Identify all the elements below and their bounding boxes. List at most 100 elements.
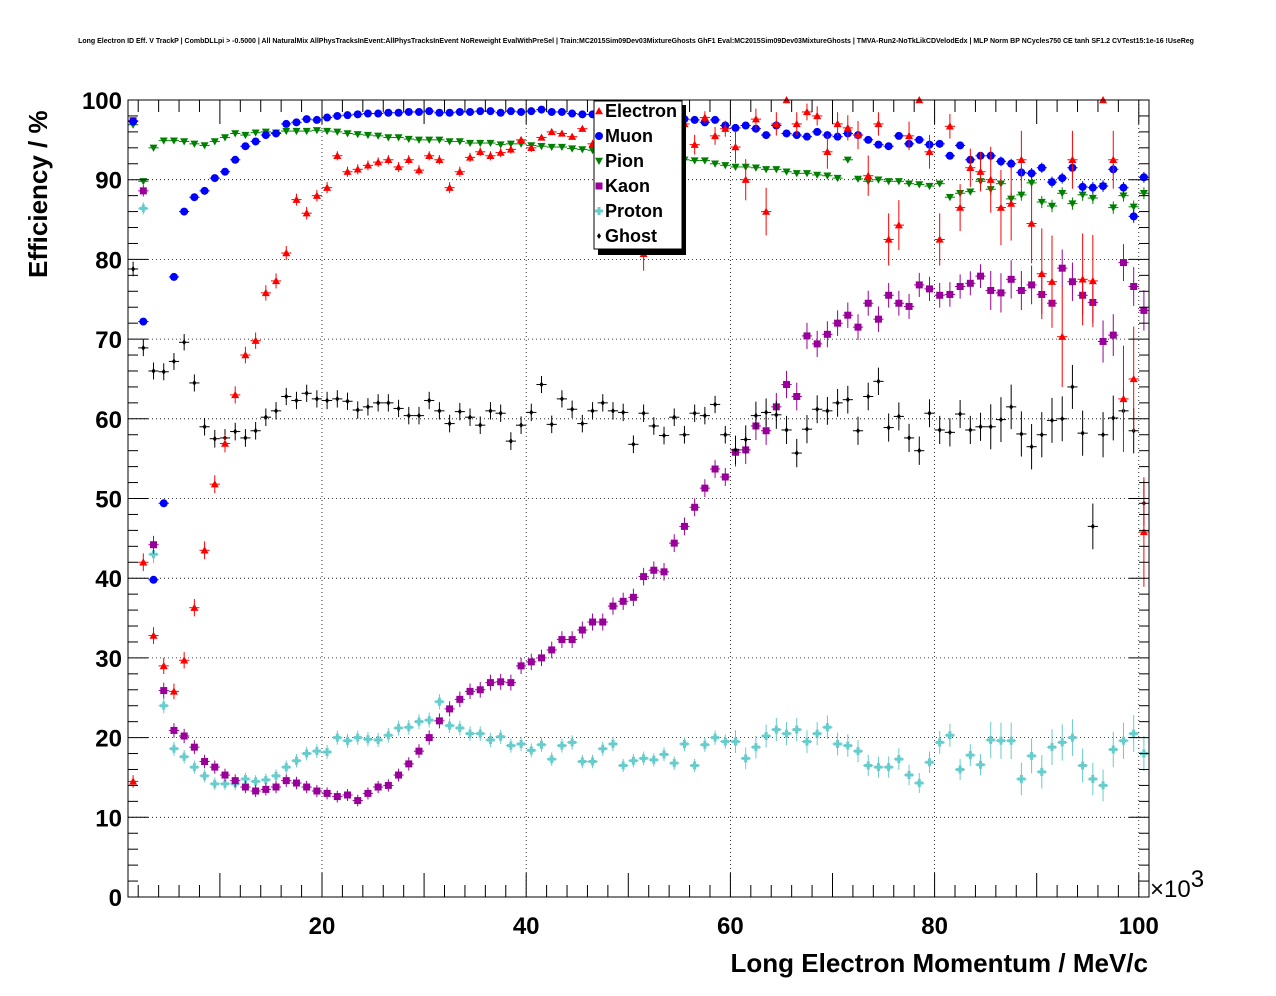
data-point-proton: [1099, 781, 1108, 790]
data-point-kaon: [599, 618, 607, 626]
data-point-ghost: [753, 412, 758, 419]
data-point-proton: [394, 724, 403, 733]
data-point-proton: [557, 741, 566, 750]
data-point-electron: [833, 119, 842, 128]
data-point-electron: [1068, 155, 1077, 163]
data-point-muon: [884, 142, 893, 151]
data-point-ghost: [161, 368, 166, 375]
data-point-pion: [231, 130, 240, 138]
data-point-kaon: [987, 286, 995, 294]
data-point-electron: [190, 603, 199, 611]
data-point-proton: [343, 736, 352, 745]
data-point-ghost: [804, 426, 809, 433]
y-tick-label: 60: [95, 407, 122, 434]
data-point-electron: [843, 123, 852, 132]
data-point-proton: [272, 771, 281, 780]
data-point-electron: [1037, 269, 1046, 277]
data-point-proton: [874, 763, 883, 772]
legend-label-pion: Pion: [605, 151, 644, 171]
data-point-muon: [455, 107, 464, 116]
data-point-kaon: [221, 771, 229, 779]
data-point-muon: [1119, 183, 1128, 192]
data-point-electron: [1109, 155, 1118, 163]
data-point-kaon: [486, 679, 494, 687]
data-point-electron: [486, 151, 495, 159]
data-point-pion: [823, 172, 832, 180]
data-point-pion: [945, 194, 954, 202]
data-point-muon: [1048, 178, 1057, 187]
data-point-kaon: [711, 465, 719, 473]
data-point-kaon: [701, 484, 709, 492]
data-point-proton: [823, 723, 832, 732]
data-point-muon: [1078, 182, 1087, 191]
data-point-kaon: [578, 626, 586, 634]
data-point-proton: [619, 761, 628, 770]
data-point-pion: [220, 134, 229, 142]
data-point-muon: [384, 108, 393, 117]
legend-label-electron: Electron: [605, 101, 677, 121]
data-point-kaon: [160, 687, 168, 695]
data-point-ghost: [774, 411, 779, 418]
data-point-kaon: [864, 299, 872, 307]
data-point-muon: [1099, 182, 1108, 191]
data-point-muon: [833, 132, 842, 141]
series-electron: [128, 96, 1149, 788]
data-point-proton: [292, 756, 301, 765]
data-point-pion: [251, 129, 260, 137]
data-point-pion: [404, 135, 413, 144]
data-point-electron: [823, 147, 832, 156]
data-point-proton: [445, 721, 454, 730]
data-point-ghost: [294, 397, 299, 404]
data-point-pion: [813, 171, 822, 179]
data-point-pion: [1037, 198, 1046, 207]
data-point-ghost: [907, 434, 912, 441]
data-point-electron: [180, 656, 189, 664]
data-point-ghost: [1090, 523, 1095, 530]
data-point-proton: [598, 744, 607, 753]
data-point-pion: [302, 127, 311, 136]
y-tick-label: 10: [95, 805, 122, 832]
data-point-proton: [149, 550, 158, 559]
data-point-proton: [690, 761, 699, 770]
data-point-proton: [374, 735, 383, 744]
data-point-muon: [476, 107, 485, 116]
data-point-kaon: [660, 568, 668, 576]
legend-marker-ghost: [597, 233, 601, 239]
data-point-kaon: [966, 279, 974, 287]
data-point-muon: [180, 207, 189, 216]
legend-label-muon: Muon: [605, 126, 653, 146]
data-point-ghost: [825, 407, 830, 414]
data-point-electron: [506, 145, 515, 153]
x-tick-label: 20: [309, 913, 336, 940]
data-point-electron: [149, 631, 158, 639]
data-point-electron: [854, 131, 863, 139]
data-point-proton: [945, 731, 954, 740]
data-point-pion: [1068, 200, 1077, 208]
data-point-pion: [476, 139, 485, 148]
data-point-pion: [537, 143, 546, 151]
y-tick-label: 30: [95, 646, 122, 673]
data-point-proton: [455, 724, 464, 733]
x-multiplier-base: ×10: [1150, 876, 1191, 903]
data-point-electron: [282, 249, 291, 257]
data-point-proton: [1088, 775, 1097, 784]
data-point-proton: [1078, 761, 1087, 770]
data-point-ghost: [621, 409, 626, 416]
data-point-ghost: [1080, 430, 1085, 437]
data-point-pion: [1088, 194, 1097, 203]
data-point-muon: [864, 135, 873, 144]
data-point-ghost: [202, 423, 207, 430]
data-point-kaon: [435, 717, 443, 725]
data-point-pion: [1048, 202, 1057, 211]
data-point-muon: [690, 115, 699, 124]
data-point-ghost: [784, 426, 789, 433]
data-point-proton: [384, 731, 393, 740]
data-point-proton: [1027, 751, 1036, 760]
data-point-pion: [568, 145, 577, 153]
x-multiplier-exponent: 3: [1191, 866, 1204, 893]
data-point-kaon: [813, 340, 821, 348]
data-point-proton: [1068, 733, 1077, 742]
data-point-ghost: [253, 427, 258, 434]
data-point-kaon: [1017, 286, 1025, 294]
data-point-kaon: [354, 797, 362, 805]
